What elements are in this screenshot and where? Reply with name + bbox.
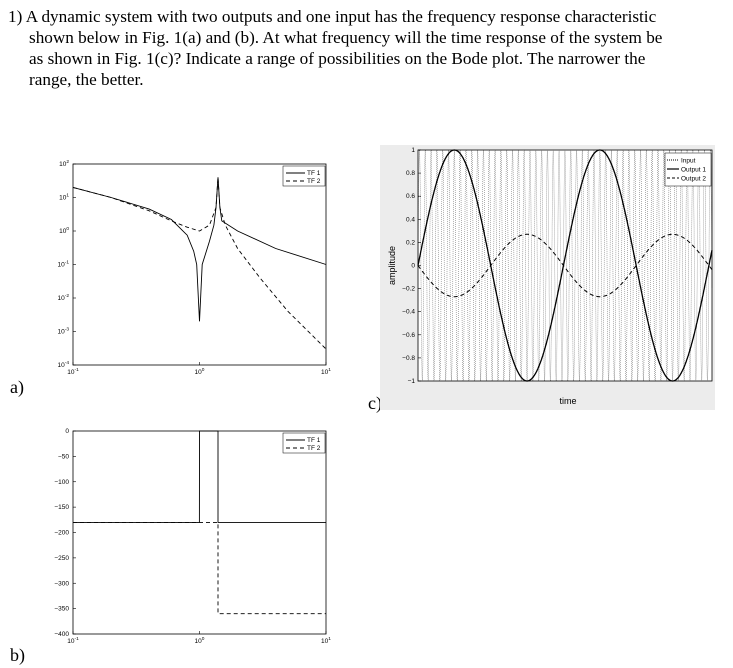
phase-y-tick-label: −350 bbox=[54, 606, 69, 613]
panel-label-a: a) bbox=[10, 377, 24, 397]
phase-y-tick-label: −200 bbox=[54, 530, 69, 537]
time-x-axis-label: time bbox=[559, 396, 576, 406]
magnitude-y-tick-label: 10-2 bbox=[58, 293, 70, 302]
phase-y-tick-label: −250 bbox=[54, 555, 69, 562]
time-y-tick-label: 0.4 bbox=[406, 216, 415, 223]
magnitude-y-tick-label: 10-4 bbox=[58, 360, 70, 369]
panel-label-c: c) bbox=[368, 393, 382, 413]
phase-y-tick-label: −400 bbox=[54, 631, 69, 638]
time-y-tick-label: −0.4 bbox=[402, 309, 415, 316]
phase-y-tick-label: 0 bbox=[65, 428, 69, 435]
magnitude-x-tick-label: 10-1 bbox=[67, 367, 79, 376]
magnitude-y-tick-label: 10-1 bbox=[58, 260, 70, 269]
phase-y-tick-label: −100 bbox=[54, 479, 69, 486]
time-y-tick-label: 0 bbox=[411, 263, 415, 270]
phase-x-tick-label: 101 bbox=[321, 636, 331, 645]
magnitude-legend-label: TF 2 bbox=[307, 178, 321, 185]
phase-y-tick-label: −50 bbox=[58, 453, 69, 460]
time-legend-label: Output 2 bbox=[681, 176, 706, 183]
magnitude-series-2 bbox=[72, 177, 327, 350]
magnitude-y-tick-label: 10-3 bbox=[58, 327, 70, 336]
question-number: 1) bbox=[8, 7, 23, 26]
phase-legend-label: TF 2 bbox=[307, 445, 321, 452]
time-y-tick-label: 1 bbox=[411, 147, 415, 154]
phase-x-tick-label: 10-1 bbox=[67, 636, 79, 645]
time-series-3 bbox=[417, 233, 713, 298]
panel-label-b: b) bbox=[10, 645, 25, 665]
magnitude-x-tick-label: 101 bbox=[321, 367, 331, 376]
time-y-tick-label: −0.6 bbox=[402, 332, 415, 339]
magnitude-frame bbox=[72, 163, 327, 366]
phase-legend-label: TF 1 bbox=[307, 437, 321, 444]
time-y-tick-label: −1 bbox=[408, 378, 416, 385]
time-y-tick-label: 0.6 bbox=[406, 193, 415, 200]
phase-series-2 bbox=[73, 521, 326, 615]
time-y-tick-label: 0.2 bbox=[406, 239, 415, 246]
phase-x-tick-label: 100 bbox=[195, 636, 205, 645]
phase-y-tick-label: −150 bbox=[54, 504, 69, 511]
time-series-2 bbox=[417, 149, 713, 382]
time-y-tick-label: −0.8 bbox=[402, 355, 415, 362]
magnitude-y-tick-label: 102 bbox=[59, 159, 69, 168]
time-legend-label: Input bbox=[681, 158, 696, 165]
question-line-1: 1) A dynamic system with two outputs and… bbox=[8, 6, 728, 27]
time-y-axis-label: amplitude bbox=[387, 246, 397, 285]
question-line-1-text: A dynamic system with two outputs and on… bbox=[25, 7, 657, 26]
question-line-3: as shown in Fig. 1(c)? Indicate a range … bbox=[29, 49, 646, 68]
magnitude-legend-label: TF 1 bbox=[307, 170, 321, 177]
time-legend-label: Output 1 bbox=[681, 167, 706, 174]
time-plot: 1 0.8 0.6 0.4 0.2 0 −0.2 −0.4 −0.6 −0.8 −1 time ampl… bbox=[387, 147, 713, 406]
question-text: 1) A dynamic system with two outputs and… bbox=[8, 6, 728, 90]
time-y-tick-label: −0.2 bbox=[402, 286, 415, 293]
question-line-2: shown below in Fig. 1(a) and (b). At wha… bbox=[29, 28, 663, 47]
question-line-4: range, the better. bbox=[29, 70, 144, 89]
phase-y-tick-label: −300 bbox=[54, 580, 69, 587]
time-y-tick-label: 0.8 bbox=[406, 170, 415, 177]
magnitude-y-tick-label: 100 bbox=[59, 226, 69, 235]
magnitude-x-tick-label: 100 bbox=[195, 367, 205, 376]
magnitude-y-tick-label: 101 bbox=[59, 193, 69, 202]
